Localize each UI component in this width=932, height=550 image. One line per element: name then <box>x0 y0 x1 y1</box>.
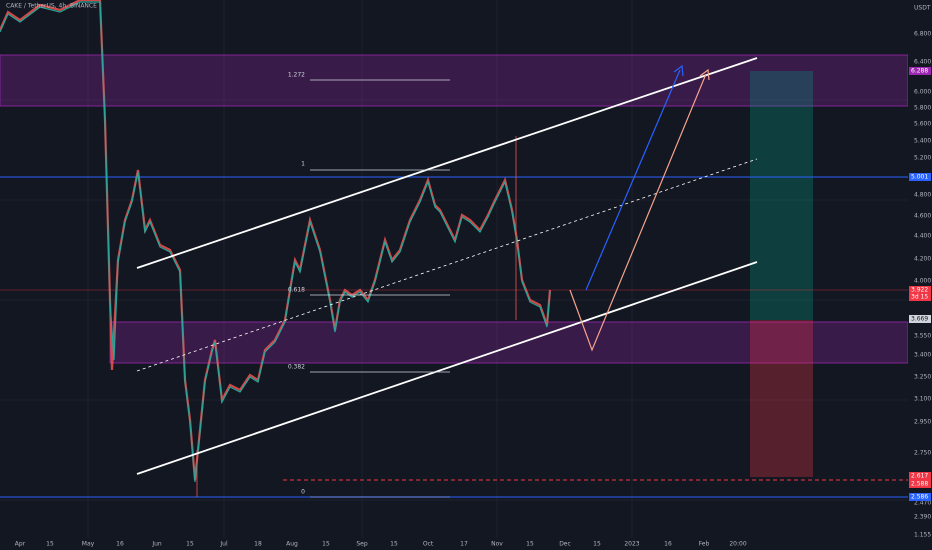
price-tag: 3d 15 <box>911 294 928 301</box>
time-label: 18 <box>254 541 262 548</box>
price-tag: 5.001 <box>911 174 928 181</box>
price-label: 6.800 <box>914 31 931 38</box>
time-label: May <box>82 541 95 548</box>
price-tag-bg <box>909 67 931 75</box>
price-label: 3.550 <box>914 333 931 340</box>
channel-mid <box>136 158 758 372</box>
time-label: 2023 <box>624 541 639 548</box>
time-label: 15 <box>593 541 601 548</box>
fib-label: 0.382 <box>288 364 305 371</box>
price-label: 5.200 <box>914 155 931 162</box>
price-label: 2.950 <box>914 419 931 426</box>
fib-lines <box>310 79 450 498</box>
price-label: 3.250 <box>914 374 931 381</box>
time-label: 20:00 <box>729 541 746 548</box>
price-unit: USDT <box>914 5 931 12</box>
price-label: 5.600 <box>914 121 931 128</box>
time-label: 15 <box>46 541 54 548</box>
price-label: 2.470 <box>914 500 931 507</box>
price-line <box>0 1 551 483</box>
price-tag-bg <box>909 315 931 323</box>
price-label: 4.200 <box>914 256 931 263</box>
time-label: Aug <box>286 541 298 548</box>
price-label: 6.000 <box>914 89 931 96</box>
time-label: 15 <box>526 541 534 548</box>
price-axis <box>908 0 932 550</box>
symbol-title: CAKE / TetherUS, 4h, BINANCE <box>6 3 97 10</box>
fib-label: 1 <box>301 161 305 168</box>
demand-zone <box>109 321 909 364</box>
time-label: Apr <box>15 541 26 548</box>
arrow-head <box>673 64 684 77</box>
price-label: 4.400 <box>914 233 931 240</box>
time-label: Feb <box>699 541 710 548</box>
time-label: 16 <box>664 541 672 548</box>
price-label: 2.390 <box>914 514 931 521</box>
fib-label: 0.618 <box>288 287 305 294</box>
price-label: 4.000 <box>914 278 931 285</box>
price-label: 6.400 <box>914 59 931 66</box>
price-tag-bg <box>909 493 931 501</box>
time-label: Jul <box>219 541 228 548</box>
fib-label: 1.272 <box>288 72 305 79</box>
price-tag-bg <box>909 286 931 294</box>
arrow <box>569 73 707 352</box>
loss-zone <box>750 320 813 477</box>
channel-lower <box>136 261 758 475</box>
price-tag: 2.617 <box>911 473 928 480</box>
price-tag-bg <box>909 173 931 181</box>
price-tag: 3.922 <box>911 287 928 294</box>
time-label: Oct <box>423 541 434 548</box>
time-label: Jun <box>151 541 162 548</box>
price-tag-bg <box>909 480 931 488</box>
supply-zone <box>0 54 909 107</box>
time-label: Sep <box>356 541 368 548</box>
time-label: 15 <box>322 541 330 548</box>
time-label: 15 <box>390 541 398 548</box>
arrow <box>585 69 681 291</box>
price-tag: 2.588 <box>911 481 928 488</box>
grid <box>0 0 908 538</box>
price-tag: 6.288 <box>911 68 928 75</box>
price-label: 4.800 <box>914 192 931 199</box>
profit-zone <box>750 71 813 320</box>
time-axis <box>0 538 932 550</box>
price-tag-bg <box>909 293 931 301</box>
price-label: 3.400 <box>914 352 931 359</box>
price-label: 2.750 <box>914 450 931 457</box>
price-tag: 3.669 <box>911 316 928 323</box>
price-label: 4.600 <box>914 213 931 220</box>
price-label: 1.155 <box>914 532 931 539</box>
time-label: Dec <box>559 541 571 548</box>
price-label: 3.100 <box>914 396 931 403</box>
arrow-head <box>699 68 710 81</box>
fib-label: 0 <box>301 489 305 496</box>
price-label: 5.800 <box>914 105 931 112</box>
time-label: 16 <box>116 541 124 548</box>
price-label: 5.400 <box>914 138 931 145</box>
price-tag-bg <box>909 472 931 480</box>
price-line <box>0 0 552 481</box>
time-label: Nov <box>491 541 503 548</box>
time-label: 17 <box>460 541 468 548</box>
channel-upper <box>136 57 758 269</box>
price-tag: 2.586 <box>911 494 928 501</box>
time-label: 15 <box>186 541 194 548</box>
